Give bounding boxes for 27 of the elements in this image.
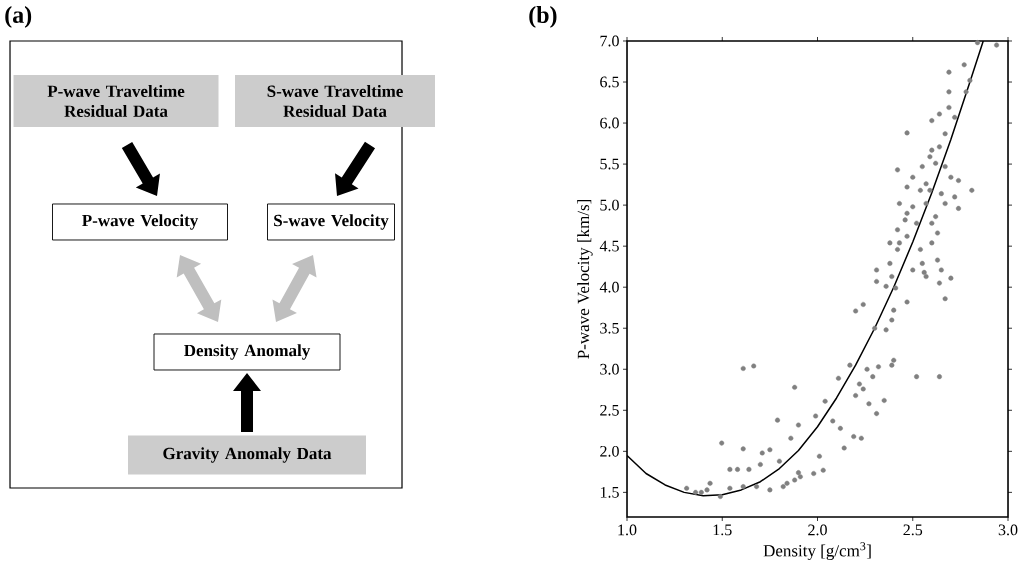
chart-title: (b) [529, 6, 557, 28]
y-tick-label: 4.5 [599, 240, 619, 252]
y-tick-label: 3.5 [600, 322, 619, 334]
y-tick-label: 7.0 [600, 35, 619, 47]
text: S-wave Velocity [274, 214, 389, 230]
x-tick-label: 2.5 [903, 524, 923, 536]
text: (a) [5, 6, 32, 28]
text: S-wave Traveltime Residual Data [267, 84, 403, 117]
y-tick-label: 6.5 [600, 76, 619, 88]
y-tick-label: 5.0 [600, 199, 619, 211]
y-tick-label: 6.0 [600, 117, 619, 129]
y-tick-label: 2.5 [600, 404, 619, 416]
text: P-wave Traveltime Residual Data [47, 84, 185, 117]
text: P-wave Velocity [82, 214, 199, 230]
y-tick-label: 2.0 [600, 445, 619, 457]
text: Density Anomaly [184, 344, 311, 360]
y-tick-label: 3.0 [600, 363, 619, 375]
x-tick-label: 1.5 [713, 524, 732, 536]
text: Gravity Anomaly Data [163, 447, 332, 463]
x-tick-label: 2.0 [808, 524, 827, 536]
x-tick-label: 3.0 [998, 524, 1018, 536]
y-axis-title: P-wave Velocity [km/s] [577, 199, 593, 359]
y-tick-label: 4.0 [599, 281, 619, 293]
y-tick-label: 5.5 [600, 158, 619, 170]
x-axis-title: Density [g/cm$^{3}$] [763, 542, 871, 561]
x-tick-label: 1.0 [618, 524, 637, 536]
y-tick-label: 1.5 [600, 486, 619, 498]
